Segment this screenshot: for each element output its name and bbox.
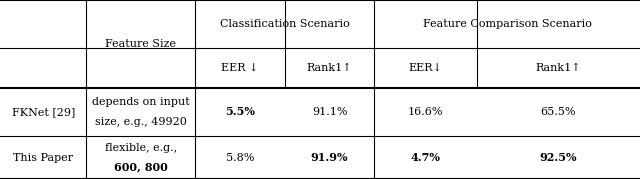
Text: Feature Comparison Scenario: Feature Comparison Scenario bbox=[423, 19, 591, 29]
Text: This Paper: This Paper bbox=[13, 153, 73, 163]
Text: 16.6%: 16.6% bbox=[408, 107, 444, 117]
Text: 5.5%: 5.5% bbox=[225, 106, 255, 117]
Text: EER ↓: EER ↓ bbox=[221, 63, 259, 73]
Text: 92.5%: 92.5% bbox=[540, 152, 577, 163]
Text: Feature Size: Feature Size bbox=[106, 39, 176, 49]
Text: depends on input: depends on input bbox=[92, 97, 189, 107]
Text: 600, 800: 600, 800 bbox=[114, 162, 168, 173]
Text: Rank1↑: Rank1↑ bbox=[536, 63, 581, 73]
Text: FKNet [29]: FKNet [29] bbox=[12, 107, 75, 117]
Text: Classification Scenario: Classification Scenario bbox=[220, 19, 349, 29]
Text: size, e.g., 49920: size, e.g., 49920 bbox=[95, 117, 187, 127]
Text: 4.7%: 4.7% bbox=[411, 152, 440, 163]
Text: 5.8%: 5.8% bbox=[226, 153, 254, 163]
Text: flexible, e.g.,: flexible, e.g., bbox=[105, 143, 177, 153]
Text: 65.5%: 65.5% bbox=[541, 107, 576, 117]
Text: 91.1%: 91.1% bbox=[312, 107, 348, 117]
Text: 91.9%: 91.9% bbox=[311, 152, 348, 163]
Text: Rank1↑: Rank1↑ bbox=[307, 63, 353, 73]
Text: EER↓: EER↓ bbox=[409, 63, 442, 73]
